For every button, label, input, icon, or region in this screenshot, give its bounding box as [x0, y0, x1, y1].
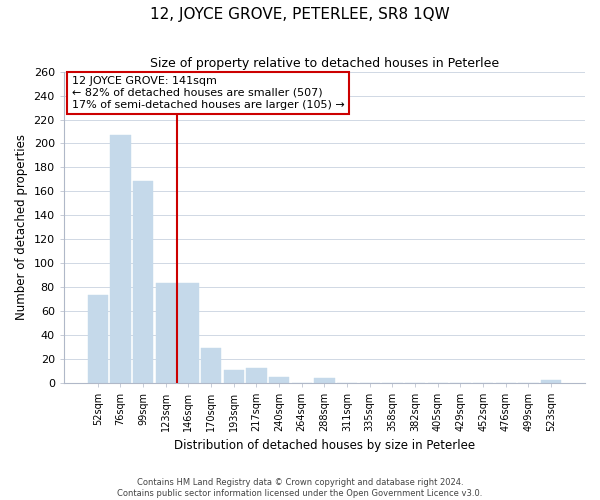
Bar — [314, 378, 335, 383]
Bar — [133, 180, 153, 383]
Bar — [541, 380, 562, 383]
Title: Size of property relative to detached houses in Peterlee: Size of property relative to detached ho… — [150, 58, 499, 70]
Bar — [269, 377, 289, 383]
Bar — [224, 370, 244, 383]
Text: 12 JOYCE GROVE: 141sqm
← 82% of detached houses are smaller (507)
17% of semi-de: 12 JOYCE GROVE: 141sqm ← 82% of detached… — [71, 76, 344, 110]
X-axis label: Distribution of detached houses by size in Peterlee: Distribution of detached houses by size … — [174, 440, 475, 452]
Bar — [88, 296, 108, 383]
Bar — [110, 135, 131, 383]
Bar — [178, 284, 199, 383]
Bar — [155, 284, 176, 383]
Bar — [201, 348, 221, 383]
Text: 12, JOYCE GROVE, PETERLEE, SR8 1QW: 12, JOYCE GROVE, PETERLEE, SR8 1QW — [150, 8, 450, 22]
Y-axis label: Number of detached properties: Number of detached properties — [15, 134, 28, 320]
Text: Contains HM Land Registry data © Crown copyright and database right 2024.
Contai: Contains HM Land Registry data © Crown c… — [118, 478, 482, 498]
Bar — [246, 368, 266, 383]
